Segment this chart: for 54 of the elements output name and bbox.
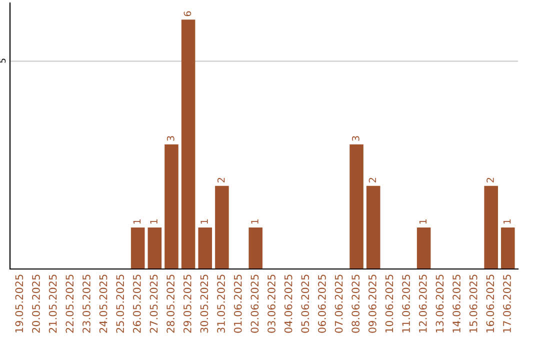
data-label: 2: [368, 178, 376, 182]
data-label: 2: [217, 178, 225, 182]
bar: [148, 227, 162, 269]
x-tick-label: 11.06.2025: [402, 274, 410, 332]
x-tick-label: 30.05.2025: [200, 274, 208, 333]
data-label: 3: [166, 136, 174, 141]
data-label: 2: [486, 178, 494, 182]
x-tick-label: 23.05.2025: [82, 274, 90, 333]
bar: [350, 144, 364, 269]
bar: [484, 186, 498, 269]
x-tick-label: 14.06.2025: [452, 274, 460, 332]
x-tick-label: 27.05.2025: [150, 274, 158, 333]
bar: [130, 227, 145, 269]
x-tick-label: 25.05.2025: [116, 274, 124, 333]
data-label: 1: [150, 219, 158, 224]
bar: [248, 227, 262, 269]
data-label: 1: [251, 219, 258, 224]
x-tick-label: 31.05.2025: [217, 274, 225, 333]
data-label: 3: [352, 136, 360, 141]
x-tick-label: 26.05.2025: [132, 274, 141, 333]
x-tick-label: 29.05.2025: [183, 274, 192, 333]
data-label: 6: [184, 11, 192, 16]
x-tick-label: 22.05.2025: [66, 274, 74, 333]
x-tick-label: 28.05.2025: [166, 274, 175, 333]
x-tick-label: 01.06.2025: [234, 274, 242, 333]
x-tick-label: 21.05.2025: [48, 274, 57, 333]
x-tick-label: 17.06.2025: [503, 274, 511, 332]
x-tick-label: 13.06.2025: [436, 274, 444, 332]
x-tick-label: 06.06.2025: [318, 274, 326, 333]
bar: [164, 144, 178, 269]
x-tick-label: 05.06.2025: [301, 274, 310, 333]
data-label: 1: [133, 219, 141, 224]
x-tick-label: 10.06.2025: [385, 274, 394, 332]
x-tick-label: 07.06.2025: [334, 274, 343, 333]
x-tick-label: 02.06.2025: [250, 274, 259, 333]
x-tick-label: 09.06.2025: [368, 274, 376, 333]
bar: [181, 20, 196, 269]
bar: [416, 227, 431, 269]
x-tick-label: 16.06.2025: [486, 274, 494, 332]
bar: [501, 227, 515, 269]
data-label: 1: [200, 219, 208, 224]
x-tick-label: 19.05.2025: [15, 274, 24, 332]
bar: [366, 186, 380, 269]
x-tick-label: 03.06.2025: [268, 274, 276, 333]
data-label: 1: [504, 219, 511, 224]
x-tick-label: 12.06.2025: [418, 274, 427, 332]
x-tick-label: 08.06.2025: [352, 274, 360, 333]
x-tick-label: 20.05.2025: [32, 274, 40, 333]
x-tick-label: 15.06.2025: [469, 274, 478, 332]
x-tick-label: 24.05.2025: [99, 274, 108, 333]
bar: [198, 227, 212, 269]
x-tick-label: 04.06.2025: [284, 274, 292, 333]
data-label: 1: [419, 219, 426, 224]
bar: [215, 186, 229, 269]
